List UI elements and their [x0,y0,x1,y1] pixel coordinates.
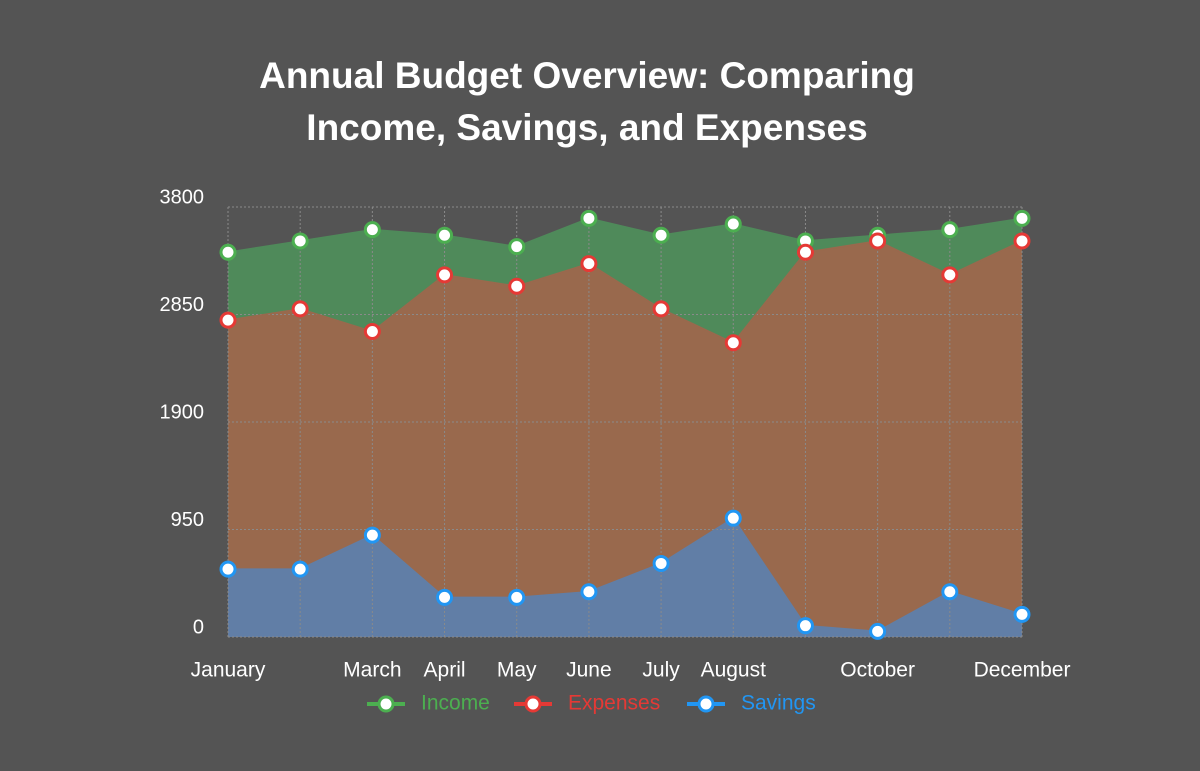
legend-marker [524,695,542,713]
data-point [436,226,454,244]
data-point [1013,209,1031,227]
x-tick-label: March [343,659,401,682]
x-tick-label: January [191,659,266,682]
y-tick-label: 3800 [160,186,205,208]
legend-label: Income [421,692,490,715]
data-point [508,588,526,606]
legend-marker [377,695,395,713]
data-point [869,622,887,640]
x-tick-label: April [424,659,466,682]
data-point [796,617,814,635]
x-tick-label: August [701,659,767,682]
legend-marker [697,695,715,713]
data-point [1013,605,1031,623]
data-point [652,226,670,244]
data-point [580,209,598,227]
x-tick-label: October [840,659,915,682]
data-point [219,311,237,329]
data-point [436,588,454,606]
data-point [291,300,309,318]
area-fill [228,240,1022,637]
y-tick-label: 0 [193,616,204,638]
data-point [436,266,454,284]
chart-title: Annual Budget Overview: Comparing [259,55,915,96]
data-point [219,243,237,261]
data-point [219,560,237,578]
y-tick-label: 950 [171,509,204,531]
series-line [227,240,1023,344]
data-point [724,509,742,527]
y-tick-label: 1900 [160,401,205,423]
series-line [227,217,1023,254]
data-point [941,221,959,239]
data-point [291,232,309,250]
x-tick-label: December [974,659,1071,682]
series-line [228,517,1023,633]
legend-label: Expenses [568,692,660,715]
data-point [724,215,742,233]
data-point [724,334,742,352]
data-point [363,526,381,544]
x-tick-label: July [642,659,680,682]
data-point [363,221,381,239]
data-point [652,300,670,318]
y-tick-label: 2850 [160,294,205,316]
legend-label: Savings [741,692,816,715]
data-point [363,322,381,340]
data-point [652,554,670,572]
data-point [291,560,309,578]
data-point [869,232,887,250]
x-tick-label: June [566,659,612,682]
data-point [580,583,598,601]
data-point [508,238,526,256]
data-point [941,583,959,601]
data-point [1013,232,1031,250]
data-point [941,266,959,284]
data-point [796,243,814,261]
x-tick-label: May [497,659,537,682]
chart-title: Income, Savings, and Expenses [306,107,867,148]
data-point [580,255,598,273]
data-point [508,277,526,295]
